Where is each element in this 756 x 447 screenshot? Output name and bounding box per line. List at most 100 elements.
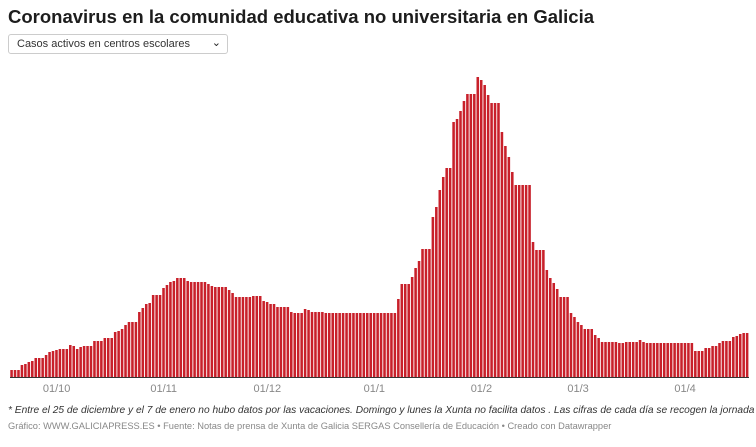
bar (255, 296, 259, 377)
bar (417, 261, 421, 377)
bar (151, 295, 155, 377)
bar (517, 185, 521, 377)
bar (400, 284, 404, 377)
bar (345, 313, 348, 377)
bar (89, 346, 93, 377)
bar (593, 335, 597, 377)
bar (421, 249, 424, 377)
bar (134, 322, 138, 377)
bar (296, 313, 300, 377)
bar (58, 349, 62, 377)
bar (10, 370, 13, 377)
bar (390, 313, 393, 377)
bar (497, 103, 500, 377)
bar (580, 325, 583, 377)
bar (687, 343, 690, 377)
bar (483, 85, 486, 377)
bar (728, 341, 732, 377)
bar (248, 297, 252, 377)
bar (165, 285, 169, 377)
bar (245, 297, 248, 377)
bar (182, 278, 186, 377)
x-tick-label: 01/4 (674, 383, 695, 395)
bar (576, 322, 580, 377)
bar (704, 348, 707, 377)
x-tick-label: 01/2 (471, 383, 492, 395)
bar (51, 351, 55, 377)
x-tick-label: 01/3 (567, 383, 588, 395)
bar (127, 322, 131, 377)
bar (531, 242, 535, 377)
bar (172, 281, 176, 377)
bar (369, 313, 372, 377)
bar (383, 313, 386, 377)
bar (742, 333, 745, 377)
bar (538, 250, 542, 377)
bar (234, 297, 238, 377)
bar (507, 157, 511, 377)
bar (738, 334, 742, 377)
footnote: * Entre el 25 de diciembre y el 7 de ene… (8, 405, 756, 416)
bar (635, 342, 638, 377)
bar (649, 343, 652, 377)
bar (82, 346, 86, 377)
bar (545, 270, 549, 377)
bar (521, 185, 524, 377)
bar (37, 358, 41, 377)
bar (20, 365, 24, 377)
bar (362, 313, 366, 377)
bar (479, 80, 483, 377)
bar (158, 295, 162, 377)
bar (676, 343, 680, 377)
bar (745, 333, 749, 377)
bar (69, 345, 72, 377)
bar (41, 358, 44, 377)
bar (549, 278, 552, 377)
bar (555, 289, 559, 377)
bar (700, 351, 704, 377)
bar (714, 346, 718, 377)
bar (628, 342, 631, 377)
bar (407, 284, 410, 377)
bar (65, 349, 69, 377)
bar (638, 340, 642, 377)
metric-dropdown[interactable]: Casos activos en centros escolares ⌄ (8, 34, 228, 54)
bar (359, 313, 362, 377)
bar (62, 349, 65, 377)
bar (96, 341, 100, 377)
bar (189, 282, 193, 377)
bar (372, 313, 376, 377)
bar (262, 301, 265, 377)
bar (473, 94, 476, 377)
bar (604, 342, 607, 377)
bar (214, 287, 217, 377)
bar (55, 350, 58, 377)
bar (535, 250, 538, 377)
bar (445, 168, 448, 377)
bar (331, 313, 334, 377)
bar (621, 343, 625, 377)
dropdown-selected-value: Casos activos en centros escolares (17, 38, 191, 50)
bar (307, 310, 310, 377)
bar (435, 207, 438, 377)
bar (365, 313, 369, 377)
bar (124, 325, 127, 377)
bar (272, 304, 276, 377)
bar (100, 341, 103, 377)
bar (200, 282, 203, 377)
bar (500, 132, 504, 377)
bar (106, 338, 110, 377)
bar (566, 297, 569, 377)
bar (324, 313, 328, 377)
bar (624, 342, 628, 377)
bar (120, 329, 124, 377)
bar (241, 297, 245, 377)
bar (169, 282, 172, 377)
bar (13, 370, 17, 377)
bar (656, 343, 659, 377)
bar (328, 313, 331, 377)
bar (79, 347, 82, 377)
x-tick-label: 01/10 (43, 383, 71, 395)
bar (697, 351, 701, 377)
x-tick-label: 01/12 (254, 383, 282, 395)
